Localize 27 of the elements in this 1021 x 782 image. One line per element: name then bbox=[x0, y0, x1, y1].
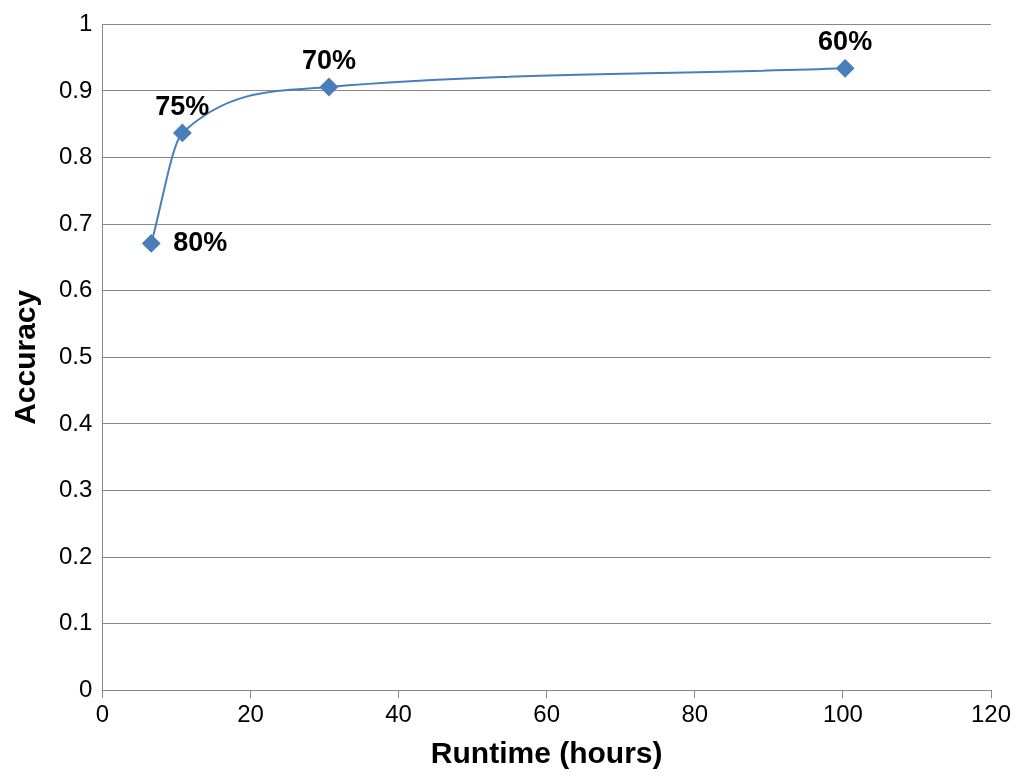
annotation: 75% bbox=[155, 90, 210, 121]
x-tick-label: 20 bbox=[237, 700, 264, 728]
y-axis-title: Accuracy bbox=[8, 289, 42, 425]
point bbox=[836, 59, 855, 78]
annotation: 80% bbox=[173, 226, 228, 257]
x-tick-label: 40 bbox=[385, 700, 412, 728]
x-tick-label: 60 bbox=[533, 700, 561, 728]
annotation: 60% bbox=[818, 26, 873, 57]
x-tick-label: 80 bbox=[681, 700, 709, 728]
y-tick-label: 0.9 bbox=[58, 75, 93, 103]
point bbox=[173, 123, 192, 142]
annotation: 70% bbox=[301, 44, 356, 75]
y-tick-label: 0.8 bbox=[58, 142, 93, 170]
point bbox=[142, 234, 161, 253]
y-tick-label: 0.2 bbox=[58, 541, 93, 569]
y-tick-label: 0.7 bbox=[58, 208, 93, 236]
x-tick-label: 120 bbox=[970, 700, 1012, 728]
y-tick-label: 0.5 bbox=[58, 341, 93, 369]
y-tick-label: 0 bbox=[79, 674, 93, 702]
point bbox=[319, 77, 338, 96]
y-tick-label: 0.4 bbox=[58, 408, 93, 436]
x-tick-label: 100 bbox=[822, 700, 863, 728]
y-tick-label: 0.3 bbox=[58, 475, 93, 503]
y-tick-label: 0.1 bbox=[58, 608, 93, 636]
y-tick-label: 1 bbox=[79, 9, 93, 37]
x-axis-title: Runtime (hours) bbox=[430, 736, 663, 770]
y-tick-label: 0.6 bbox=[58, 275, 93, 303]
